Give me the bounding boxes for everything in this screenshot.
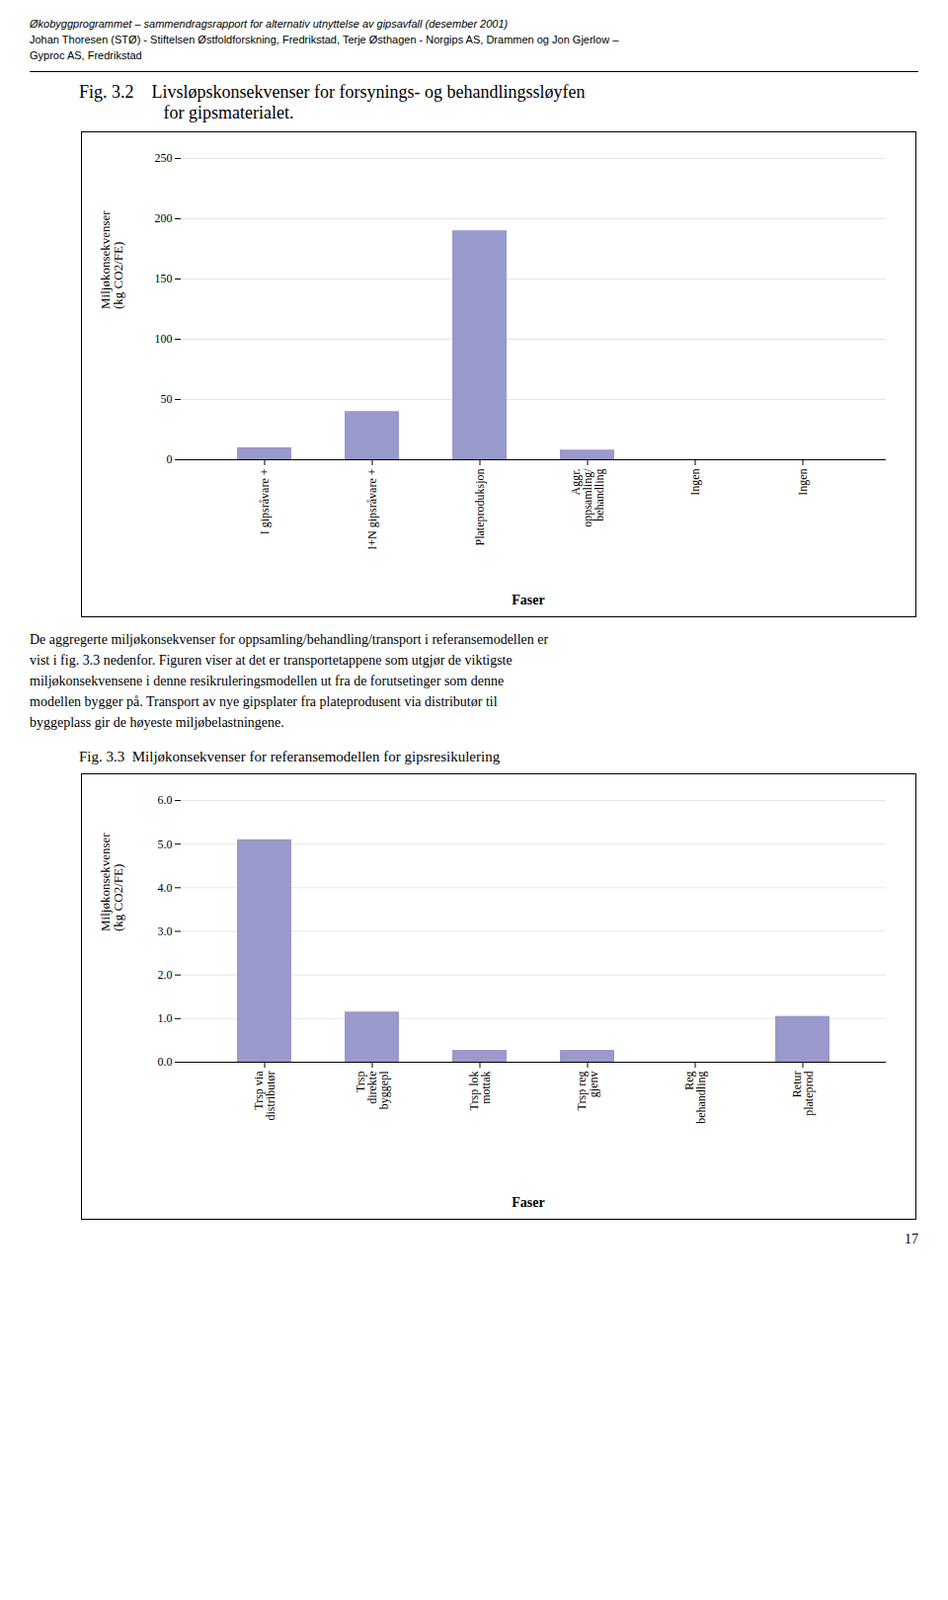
svg-text:2.0: 2.0 (158, 967, 173, 982)
svg-text:Trsp viadistributør: Trsp viadistributør (251, 1070, 278, 1121)
svg-text:5.0: 5.0 (158, 837, 173, 852)
svg-text:200: 200 (155, 211, 173, 226)
html-text:Gyproc AS, Fredrikstad: Gyproc AS, Fredrikstad (29, 49, 142, 62)
html-text:Faser: Faser (511, 592, 545, 608)
svg-text:Trspdirektebyggepl: Trspdirektebyggepl (353, 1070, 392, 1109)
html-text:vist i fig. 3.3 nedenfor. Figu: vist i fig. 3.3 nedenfor. Figuren viser … (29, 652, 513, 668)
svg-text:150: 150 (155, 271, 173, 286)
svg-text:100: 100 (155, 331, 173, 346)
svg-text:Miljøkonsekvenser(kg CO2/FE): Miljøkonsekvenser(kg CO2/FE) (97, 832, 126, 932)
svg-text:Trsp lokmottak: Trsp lokmottak (467, 1071, 493, 1111)
svg-text:6.0: 6.0 (158, 792, 173, 807)
svg-text:Ingen: Ingen (795, 469, 810, 496)
svg-text:Plateproduksjon: Plateproduksjon (473, 469, 487, 547)
svg-text:Returplateprod: Returplateprod (790, 1071, 816, 1116)
svg-text:I+N gipsråvare +: I+N gipsråvare + (365, 468, 380, 550)
html-text:byggeplass gir de høyeste milj: byggeplass gir de høyeste miljøbelastnin… (29, 714, 285, 730)
html-text:Johan Thoresen (STØ) - Stiftel: Johan Thoresen (STØ) - Stiftelsen Østfol… (29, 33, 619, 46)
svg-text:Trsp reggjenv: Trsp reggjenv (574, 1071, 601, 1111)
svg-text:3.0: 3.0 (158, 924, 173, 939)
svg-text:1.0: 1.0 (158, 1011, 173, 1026)
html-text:miljøkonsekvensene i denne res: miljøkonsekvensene i denne resikrulering… (29, 673, 504, 689)
html-text:modellen bygger på. Transport: modellen bygger på. Transport av nye gip… (29, 694, 498, 710)
html-text:Fig. 3.2 Livsløpskonsekvenser: Fig. 3.2 Livsløpskonsekvenser for forsyn… (79, 81, 586, 123)
html-text:Faser: Faser (511, 1194, 545, 1210)
svg-text:0: 0 (166, 452, 173, 467)
svg-text:Ingen: Ingen (688, 469, 703, 496)
svg-text:Aggr.oppsamling/behandling: Aggr.oppsamling/behandling (568, 468, 607, 528)
svg-text:250: 250 (155, 151, 173, 165)
svg-text:Regbehandling: Regbehandling (682, 1071, 709, 1124)
svg-text:0.0: 0.0 (158, 1054, 173, 1069)
html-text:17: 17 (904, 1231, 919, 1247)
svg-text:50: 50 (160, 392, 173, 406)
html-text:Fig. 3.3 Miljøkonsekvenser for: Fig. 3.3 Miljøkonsekvenser for referanse… (79, 748, 500, 765)
svg-text:I gipsråvare +: I gipsråvare + (257, 468, 272, 535)
html-text:De aggregerte miljøkonsekvense: De aggregerte miljøkonsekvenser for opps… (29, 632, 549, 647)
svg-text:Miljøkonsekvenser(kg CO2/FE): Miljøkonsekvenser(kg CO2/FE) (97, 210, 126, 310)
html-text:Økobyggprogrammet – sammendrag: Økobyggprogrammet – sammendragsrapport f… (29, 17, 508, 30)
svg-text:4.0: 4.0 (158, 880, 173, 895)
